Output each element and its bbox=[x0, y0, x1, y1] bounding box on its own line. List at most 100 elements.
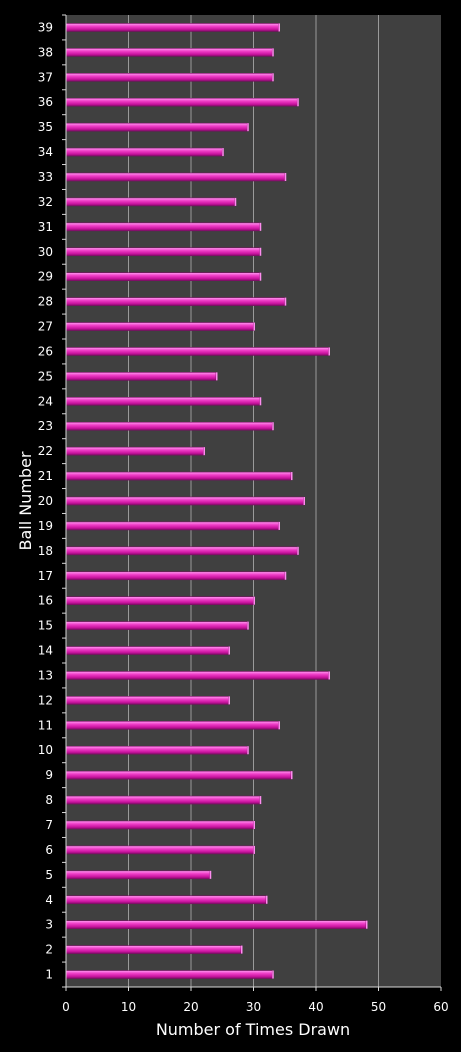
bar-ball-19 bbox=[65, 521, 279, 531]
bar-end-cap bbox=[291, 771, 293, 780]
y-tick-label: 1 bbox=[45, 968, 53, 982]
bar-ball-37 bbox=[65, 73, 273, 82]
bar-end-cap bbox=[278, 23, 280, 32]
y-tick-label: 37 bbox=[38, 70, 53, 84]
bar-ball-30 bbox=[65, 247, 261, 257]
bar-end-cap bbox=[272, 422, 274, 431]
bar-end-cap bbox=[284, 571, 287, 580]
y-tick-label: 11 bbox=[38, 718, 53, 732]
bar-end-cap bbox=[247, 621, 249, 630]
bar-ball-38 bbox=[65, 48, 273, 57]
bar-end-cap bbox=[272, 73, 274, 82]
bar-end-cap bbox=[216, 372, 218, 381]
x-tick-label: 10 bbox=[121, 1000, 136, 1014]
axis-lines bbox=[62, 14, 442, 991]
x-tick-label: 60 bbox=[433, 1000, 448, 1014]
bar-ball-23 bbox=[65, 421, 273, 431]
bar-end-cap bbox=[228, 646, 230, 655]
x-axis-title: Number of Times Drawn bbox=[156, 1020, 350, 1039]
y-tick-label: 22 bbox=[38, 444, 53, 458]
bar-end-cap bbox=[278, 521, 280, 530]
y-tick-label: 31 bbox=[38, 220, 53, 234]
y-tick-label: 35 bbox=[38, 120, 53, 134]
bar-ball-9 bbox=[65, 770, 292, 780]
y-tick-label: 12 bbox=[38, 693, 53, 707]
bar-ball-17 bbox=[65, 571, 286, 581]
bar-ball-22 bbox=[65, 446, 204, 456]
y-tick-label: 15 bbox=[38, 619, 53, 633]
x-tick-label: 20 bbox=[183, 1000, 198, 1014]
y-tick-label: 3 bbox=[45, 918, 53, 932]
bar-end-cap bbox=[247, 123, 249, 132]
y-tick-label: 39 bbox=[38, 20, 53, 34]
bar-ball-18 bbox=[65, 546, 298, 556]
y-tick-label: 34 bbox=[38, 145, 53, 159]
bar-end-cap bbox=[234, 197, 237, 206]
bar-end-cap bbox=[259, 397, 262, 406]
bar-end-cap bbox=[259, 272, 262, 281]
bar-ball-28 bbox=[65, 297, 286, 306]
x-tick-label: 50 bbox=[371, 1000, 386, 1014]
bar-end-cap bbox=[303, 497, 305, 505]
bar-ball-25 bbox=[65, 372, 217, 381]
y-tick-label: 18 bbox=[38, 544, 53, 558]
y-tick-label: 10 bbox=[38, 743, 53, 757]
bar-ball-29 bbox=[65, 272, 261, 281]
y-tick-label: 24 bbox=[38, 394, 53, 408]
bar-ball-13 bbox=[65, 671, 329, 680]
bar-end-cap bbox=[272, 48, 274, 57]
bar-ball-5 bbox=[65, 870, 211, 880]
y-tick-label: 14 bbox=[38, 644, 53, 658]
bar-ball-21 bbox=[65, 471, 292, 481]
bar-ball-39 bbox=[65, 23, 279, 32]
bar-ball-20 bbox=[65, 496, 304, 506]
bar-end-cap bbox=[272, 970, 274, 979]
y-tick-label: 17 bbox=[38, 569, 53, 583]
y-tick-label: 33 bbox=[38, 170, 53, 184]
bar-ball-7 bbox=[65, 820, 254, 830]
y-tick-label: 8 bbox=[45, 793, 53, 807]
y-tick-label: 4 bbox=[45, 893, 53, 907]
bar-ball-3 bbox=[65, 920, 367, 929]
x-tick-label: 40 bbox=[308, 1000, 323, 1014]
y-tick-label: 38 bbox=[38, 45, 53, 59]
bar-end-cap bbox=[291, 472, 293, 481]
bar-ball-33 bbox=[65, 172, 286, 182]
bar-ball-15 bbox=[65, 621, 248, 630]
bar-end-cap bbox=[209, 870, 212, 879]
bar-ball-8 bbox=[65, 795, 261, 805]
bars-group bbox=[65, 23, 368, 979]
y-tick-label: 23 bbox=[38, 419, 53, 433]
bar-ball-1 bbox=[65, 970, 273, 979]
x-tick-label: 30 bbox=[246, 1000, 261, 1014]
bar-end-cap bbox=[253, 322, 255, 331]
bar-ball-14 bbox=[65, 646, 229, 655]
bar-end-cap bbox=[203, 447, 205, 456]
bar-ball-36 bbox=[65, 97, 298, 107]
y-tick-label: 20 bbox=[38, 494, 53, 508]
bar-end-cap bbox=[228, 696, 230, 705]
bar-ball-27 bbox=[65, 322, 254, 331]
bar-end-cap bbox=[284, 173, 287, 181]
bar-ball-24 bbox=[65, 397, 261, 406]
bar-ball-34 bbox=[65, 147, 223, 157]
bar-end-cap bbox=[241, 945, 243, 954]
y-tick-label: 25 bbox=[38, 369, 53, 383]
y-tick-label: 13 bbox=[38, 668, 53, 682]
bar-ball-6 bbox=[65, 845, 254, 855]
bar-ball-11 bbox=[65, 721, 279, 730]
bar-end-cap bbox=[284, 297, 287, 306]
y-tick-label: 32 bbox=[38, 195, 53, 209]
y-tick-label: 36 bbox=[38, 95, 53, 109]
bar-ball-12 bbox=[65, 696, 229, 705]
y-tick-label: 16 bbox=[38, 594, 53, 608]
bar-end-cap bbox=[297, 98, 299, 107]
y-axis-title: Ball Number bbox=[16, 451, 35, 550]
x-tick-label: 0 bbox=[62, 1000, 70, 1014]
y-tick-label: 28 bbox=[38, 295, 53, 309]
y-tick-label: 29 bbox=[38, 270, 53, 284]
y-tick-label: 7 bbox=[45, 818, 53, 832]
bar-end-cap bbox=[328, 347, 330, 356]
bar-end-cap bbox=[328, 671, 330, 680]
